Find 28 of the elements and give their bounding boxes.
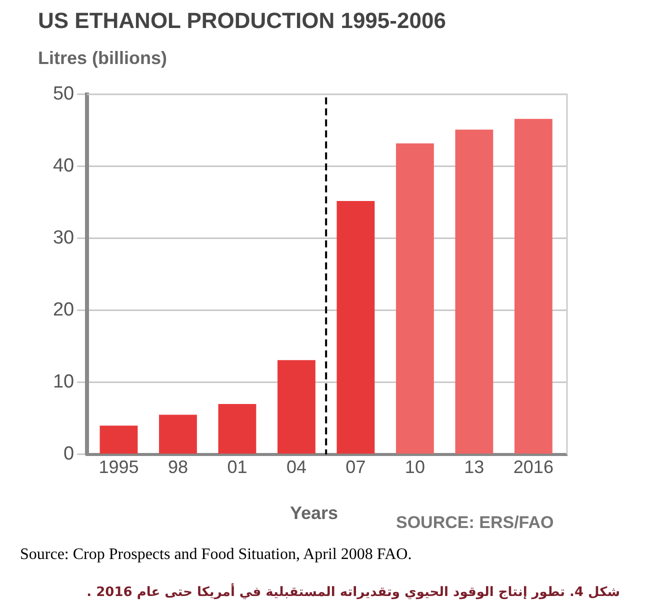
bar	[336, 200, 375, 454]
chart-title: US ETHANOL PRODUCTION 1995-2006	[38, 8, 446, 34]
y-tick-label: 30	[52, 228, 74, 249]
x-tick-label: 2016	[513, 457, 554, 478]
bar	[218, 404, 256, 454]
y-tick-label: 20	[52, 300, 74, 321]
bar	[514, 118, 552, 454]
x-axis-title: Years	[290, 503, 338, 524]
bar	[455, 130, 494, 454]
y-tick-label: 10	[52, 372, 74, 393]
x-tick-label: 1995	[98, 457, 139, 478]
bar	[100, 426, 138, 454]
y-tick-label: 50	[52, 84, 74, 105]
y-tick-label: 40	[52, 156, 74, 177]
x-tick-label: 98	[168, 457, 188, 478]
x-tick-label: 04	[286, 457, 306, 478]
text: شكل 4. تطور إنتاج الوقود الحيوي وتقديراته المستقبلية في أمريكا حتى عام 2016 .	[86, 585, 620, 600]
x-tick-label: 10	[404, 457, 425, 478]
x-tick-label: 01	[227, 457, 248, 478]
source-note: Source: Crop Prospects and Food Situation, April 2008 FAO.	[20, 546, 412, 564]
y-tick-label: 0	[64, 444, 74, 465]
x-tick-label: 13	[464, 457, 484, 478]
y-axis-title: Litres (billions)	[38, 48, 168, 69]
source-note: SOURCE: ERS/FAO	[396, 513, 554, 533]
bar	[159, 414, 197, 454]
x-tick-label: 07	[346, 457, 366, 478]
bar	[396, 143, 434, 454]
bar	[278, 360, 316, 454]
